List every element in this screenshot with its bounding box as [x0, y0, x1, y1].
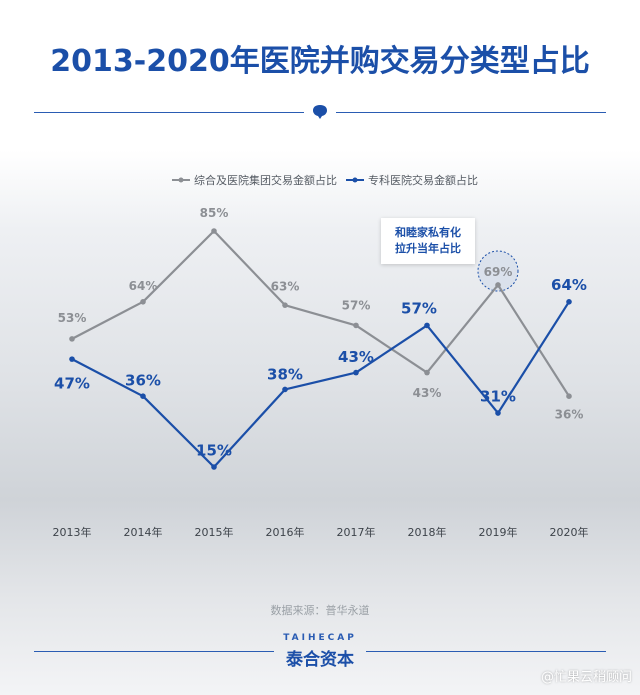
- x-tick-label: 2019年: [479, 525, 518, 539]
- data-point-gray: [140, 299, 146, 305]
- legend-gray: 综合及医院集团交易金额占比: [172, 172, 337, 188]
- footer-divider-right: [366, 651, 606, 652]
- legend-blue-swatch: [346, 177, 364, 183]
- data-label-blue: 38%: [267, 366, 303, 384]
- data-point-gray: [282, 302, 288, 308]
- data-label-gray: 43%: [413, 386, 442, 400]
- data-point-gray: [211, 228, 217, 234]
- x-tick-label: 2016年: [266, 525, 305, 539]
- data-label-blue: 64%: [551, 276, 587, 294]
- data-point-blue: [353, 369, 359, 376]
- data-label-blue: 31%: [480, 387, 516, 405]
- data-label-gray: 64%: [129, 279, 158, 293]
- data-label-blue: 15%: [196, 441, 232, 459]
- data-label-gray: 69%: [484, 265, 513, 279]
- callout-line-2: 拉升当年占比: [395, 242, 461, 255]
- data-label-gray: 36%: [555, 407, 584, 421]
- legend-blue-label: 专科医院交易金额占比: [368, 174, 478, 187]
- data-point-blue: [282, 386, 288, 393]
- data-point-gray: [353, 322, 359, 329]
- x-tick-label: 2014年: [124, 525, 163, 539]
- annotation-callout: 和睦家私有化 拉升当年占比: [381, 218, 475, 264]
- page-title: 2013-2020年医院并购交易分类型占比: [50, 44, 590, 79]
- data-point-blue: [140, 393, 146, 400]
- data-point-gray: [69, 336, 75, 342]
- callout-line-1: 和睦家私有化: [395, 226, 461, 239]
- x-tick-label: 2020年: [550, 525, 589, 539]
- legend-blue: 专科医院交易金额占比: [346, 172, 478, 188]
- legend-gray-swatch: [172, 177, 190, 183]
- data-point-gray: [566, 393, 572, 400]
- title-divider-right: [336, 112, 606, 113]
- data-point-blue: [566, 299, 572, 305]
- speech-bubble-icon: [313, 105, 327, 119]
- brand-logo-cn: 泰合资本: [286, 650, 354, 670]
- data-label-blue: 57%: [401, 300, 437, 318]
- callout-pointer: [466, 240, 474, 252]
- x-tick-label: 2015年: [195, 525, 234, 539]
- legend-gray-label: 综合及医院集团交易金额占比: [194, 174, 337, 187]
- data-label-blue: 36%: [125, 371, 161, 389]
- data-label-gray: 63%: [271, 279, 300, 293]
- watermark: @忙果云稍顾问: [540, 670, 632, 685]
- data-label-gray: 57%: [342, 299, 371, 313]
- highlight-circle-2019: [477, 250, 519, 292]
- data-source-note: 数据来源：普华永道: [270, 604, 370, 617]
- data-point-blue: [495, 410, 501, 416]
- data-label-blue: 47%: [54, 374, 90, 392]
- data-point-gray: [495, 282, 501, 288]
- x-tick-label: 2017年: [337, 525, 376, 539]
- series-line-gray: [71, 229, 570, 397]
- brand-logo-en: TAIHECAP: [283, 633, 357, 643]
- data-point-blue: [424, 322, 430, 329]
- data-point-blue: [211, 464, 217, 470]
- footer-divider-left: [34, 651, 274, 652]
- data-label-blue: 43%: [338, 348, 374, 366]
- data-point-blue: [69, 356, 75, 362]
- data-label-gray: 85%: [200, 206, 229, 220]
- series-line-blue: [71, 301, 570, 469]
- data-label-gray: 53%: [58, 311, 87, 325]
- title-divider-left: [34, 112, 304, 113]
- x-tick-label: 2013年: [53, 525, 92, 539]
- data-point-gray: [424, 369, 430, 376]
- x-tick-label: 2018年: [408, 525, 447, 539]
